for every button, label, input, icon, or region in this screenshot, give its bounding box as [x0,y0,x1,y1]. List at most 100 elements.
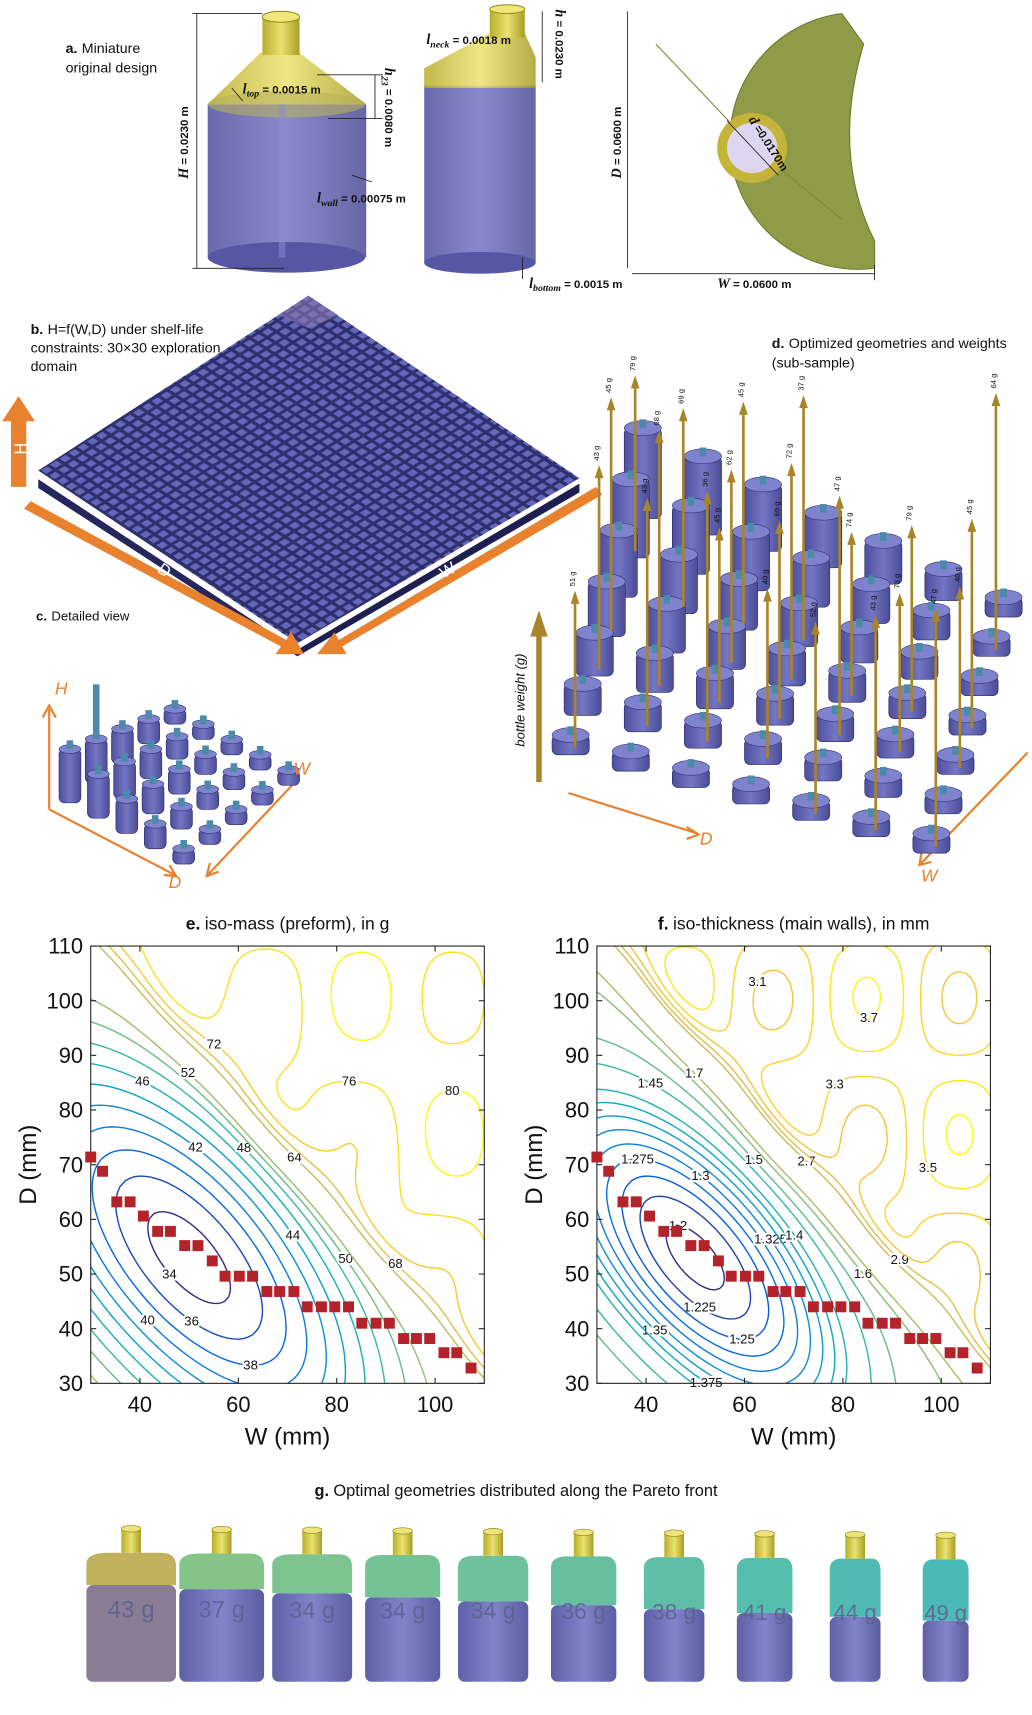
axis-label: H [55,679,68,699]
bottle-neck [819,748,827,758]
bottle-neck [627,742,635,752]
bottle-neck [747,775,755,785]
bottle-neck [392,1530,413,1555]
bottle-neck [66,740,74,750]
bottle-neck [880,766,887,776]
panel-label: a. [66,41,78,57]
axis-label: H [12,443,30,455]
dimension-label: lwall = 0.00075 m [317,191,406,209]
weight-arrowhead [787,462,796,476]
pareto-point [957,1347,969,1359]
bottle-neck [916,643,923,652]
bottle-neck [783,639,791,649]
contour-line [90,1042,386,1384]
x-tick-label: 80 [325,1392,349,1417]
axis-arrow [48,808,176,876]
contour-label: 48 [237,1140,252,1155]
axis-arrowhead [41,703,57,719]
contour-label: 44 [286,1228,301,1243]
panel-title-text: (sub-sample) [772,356,855,372]
pareto-point [944,1347,956,1359]
weight-arrowhead [642,497,652,511]
dimension-symbol: H [176,167,192,180]
weight-bottles: 51 g 69 g 47 g 45 g 43 g 68 g 52 g 45 g 40 g 45 g… [551,356,1023,854]
bottle-neck [173,727,181,737]
bottle-mouth [573,1528,594,1536]
panel-title-text: H=f(W,D) under shelf-life [48,322,204,338]
bottle-body [458,1601,529,1682]
dimension-subscript: top [247,89,260,100]
contour-label: 3.1 [748,974,766,989]
dimension-symbol: D [609,168,625,179]
dimension-line [726,120,779,176]
bottle-neck [121,752,128,762]
bottle-weight-label: 44 g [834,1600,877,1625]
bottle-neck [211,1529,232,1554]
bottle-mouth [261,10,301,23]
bottle-neck [145,710,152,719]
weight-label: 79 g [628,356,637,371]
contour-label: 2.9 [891,1252,909,1267]
bottle-weight-label: 34 g [380,1597,425,1623]
contour-label: 1.325 [754,1231,787,1246]
pareto-point [876,1317,888,1329]
pareto-point [862,1317,874,1329]
contour-label: 1.375 [690,1375,723,1390]
bottle-neck [976,667,983,677]
bottle-body [272,1593,353,1682]
bottle-neck [228,730,236,740]
bottle-mouth [211,1525,232,1534]
contour-line [605,1158,785,1357]
bottle-neck [123,790,131,799]
bottle-neck [904,684,911,694]
panel-title-text: Detailed view [51,608,129,623]
bottle-neck [180,840,187,849]
grid-peak [278,295,339,329]
panel-title-text: original design [66,61,158,77]
contour-label: 1.3 [691,1168,709,1183]
contour-line [140,946,485,1241]
pareto-point [971,1362,983,1374]
bottle-neck [92,684,100,739]
pareto-point [192,1240,204,1252]
bottle-body [207,104,367,258]
bottle-neck [747,522,755,532]
bottle-neck [663,595,671,604]
contour-label: 42 [188,1139,203,1154]
dimension-value: = 0.0230 m [552,17,564,79]
weight-arrowhead [726,469,736,483]
contour-line [147,1211,232,1305]
bottle-mouth [935,1531,956,1539]
x-tick-label: 40 [634,1392,658,1417]
weight-label: 43 g [640,479,649,494]
bottle-body [643,1609,705,1682]
axis-arrowhead [205,862,220,878]
weight-label: 73 g [893,574,902,589]
panel-label: d. [772,336,785,352]
weight-label: 69 g [676,389,685,404]
bottle-body [550,1605,617,1682]
contour-line [108,946,485,1369]
weight-label: 45 g [604,378,613,393]
bottle-neck [119,720,126,729]
weight-arrowhead [895,592,905,607]
weight-arrowhead [907,525,917,539]
pareto-point [740,1270,751,1282]
bottle-weight-label: 34 g [471,1598,516,1624]
contour-line [596,1062,872,1384]
x-tick-label: 100 [417,1392,453,1417]
panel-label: e. [186,914,201,934]
pareto-point [301,1301,313,1313]
panel-title-text: Optimized geometries and weights [789,336,1007,352]
dimension-label: H = 0.0230 m [176,106,192,180]
pareto-point [465,1362,477,1374]
y-tick-label: 110 [48,934,83,959]
pareto-point [410,1333,422,1344]
bottle-neck [759,730,767,739]
x-tick-label: 100 [923,1392,959,1417]
bottle-neck [711,664,719,674]
weight-arrowhead [702,491,712,505]
pareto-point [261,1286,273,1297]
bottle-mouth [844,1530,866,1539]
pareto-point [904,1333,916,1344]
